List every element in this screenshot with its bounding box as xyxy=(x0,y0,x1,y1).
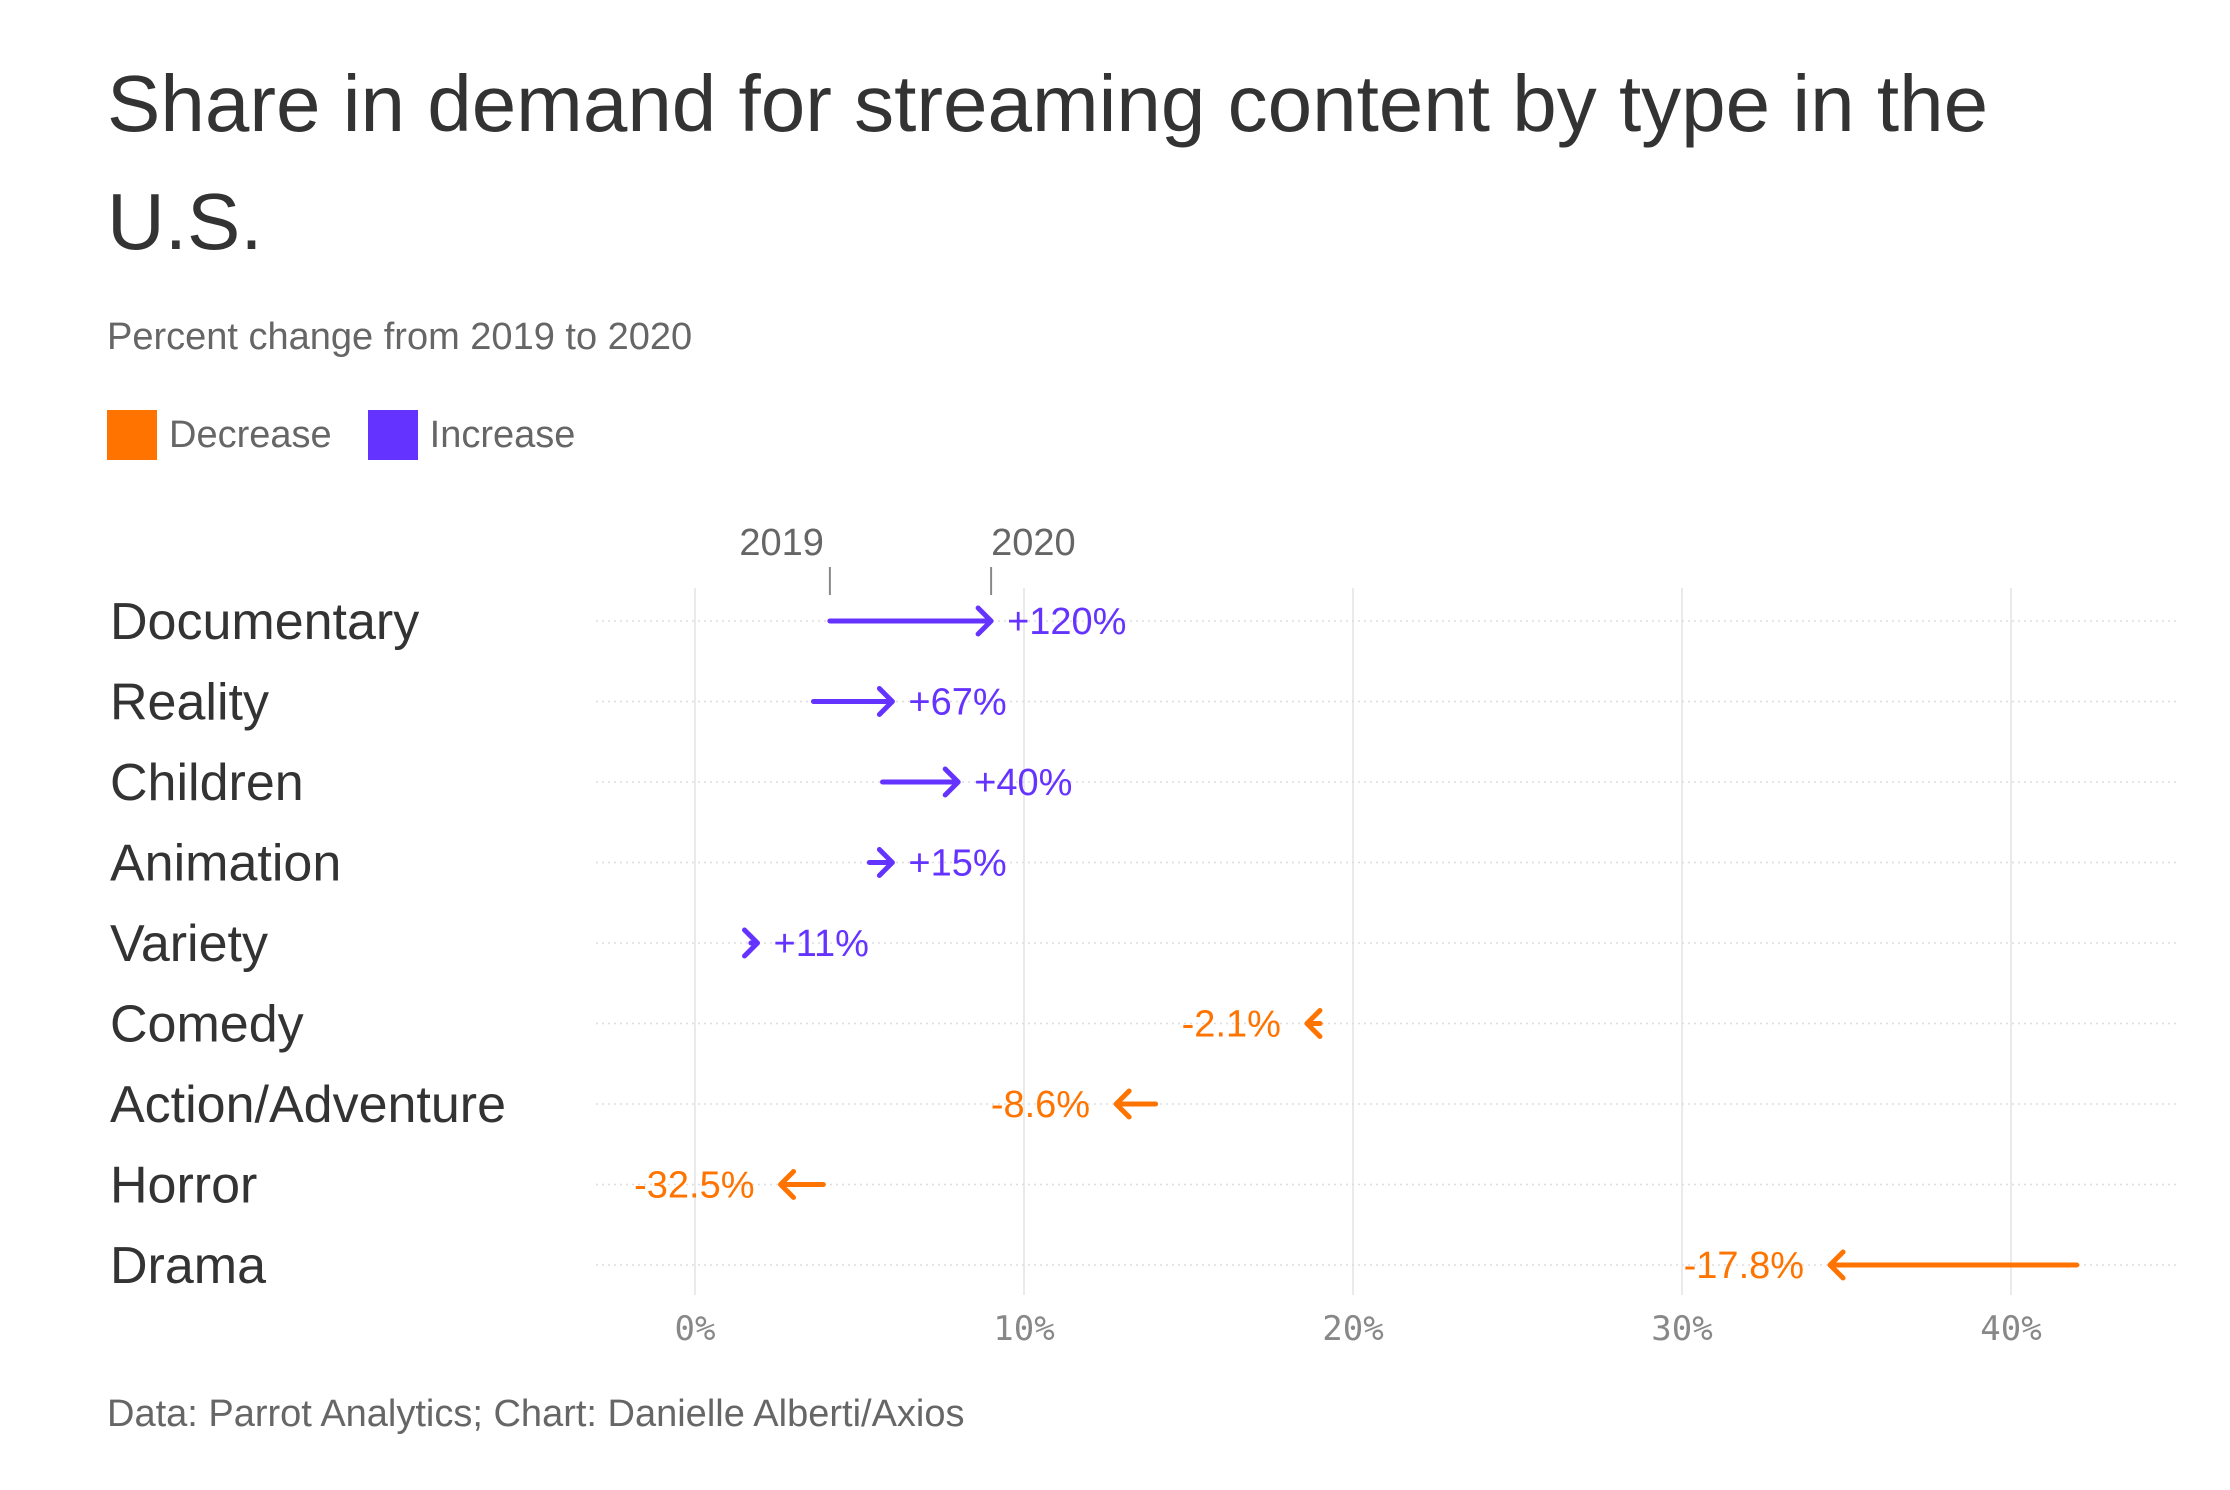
chart-source: Data: Parrot Analytics; Chart: Danielle … xyxy=(107,1393,965,1435)
row: Animation +15% xyxy=(110,835,2180,893)
arrow-head xyxy=(876,686,895,717)
value-label: -8.6% xyxy=(991,1084,1090,1126)
legend-swatch-increase xyxy=(367,410,418,460)
row: Variety +11% xyxy=(110,915,2180,973)
arrow-head xyxy=(1304,1008,1323,1039)
x-tick-label: 40% xyxy=(1980,1309,2041,1349)
legend-swatch-decrease xyxy=(107,410,157,460)
arrow-head xyxy=(876,847,895,878)
row: Action/Adventure -8.6% xyxy=(110,1076,2180,1134)
category-label: Drama xyxy=(110,1237,266,1295)
category-label: Comedy xyxy=(110,996,304,1054)
value-label: -32.5% xyxy=(634,1165,754,1207)
value-label: +11% xyxy=(774,923,869,965)
row: Reality +67% xyxy=(110,674,2180,732)
arrow-head xyxy=(942,766,961,798)
category-label: Documentary xyxy=(110,593,419,651)
year-label-start: 2019 xyxy=(739,522,824,564)
arrow-head xyxy=(1113,1088,1132,1120)
rows: Documentary +120% Reality +67% Children +40% A… xyxy=(110,593,2180,1295)
legend-label-decrease: Decrease xyxy=(169,413,332,456)
category-label: Animation xyxy=(110,835,341,893)
category-label: Action/Adventure xyxy=(110,1076,506,1134)
row: Drama -17.8% xyxy=(110,1237,2180,1295)
row: Comedy -2.1% xyxy=(110,996,2180,1054)
legend-label-increase: Increase xyxy=(429,413,576,456)
value-label: -2.1% xyxy=(1182,1004,1281,1046)
category-label: Variety xyxy=(110,915,268,973)
row: Documentary +120% xyxy=(110,593,2180,651)
x-tick-label: 20% xyxy=(1322,1309,1383,1349)
x-tick-label: 30% xyxy=(1651,1309,1712,1349)
value-label: +67% xyxy=(908,682,1006,724)
chart-title: Share in demand for streaming content by… xyxy=(107,59,1989,266)
category-label: Children xyxy=(110,754,304,812)
x-tick-label: 0% xyxy=(675,1309,716,1349)
x-tick-label: 10% xyxy=(993,1309,1054,1349)
value-label: +120% xyxy=(1007,601,1126,643)
value-label: -17.8% xyxy=(1684,1245,1804,1287)
arrow-head xyxy=(975,605,994,637)
arrow-head xyxy=(742,927,761,959)
value-label: +40% xyxy=(974,762,1072,804)
year-markers: 2019 2020 xyxy=(739,522,1076,595)
legend-item-decrease: Decrease xyxy=(107,410,332,460)
category-label: Horror xyxy=(110,1157,257,1215)
arrow-head xyxy=(1827,1249,1846,1281)
gridlines xyxy=(694,588,2012,1295)
legend: Decrease Increase xyxy=(107,410,611,460)
value-label: +15% xyxy=(908,843,1006,885)
row: Horror -32.5% xyxy=(110,1157,2180,1215)
arrow-head xyxy=(778,1169,797,1200)
x-axis-ticks: 0% 10% 20% 30% 40% xyxy=(675,1309,2042,1349)
category-label: Reality xyxy=(110,674,269,732)
year-label-end: 2020 xyxy=(991,522,1076,564)
legend-item-increase: Increase xyxy=(367,410,576,460)
row: Children +40% xyxy=(110,754,2180,812)
chart-subtitle: Percent change from 2019 to 2020 xyxy=(107,316,693,358)
